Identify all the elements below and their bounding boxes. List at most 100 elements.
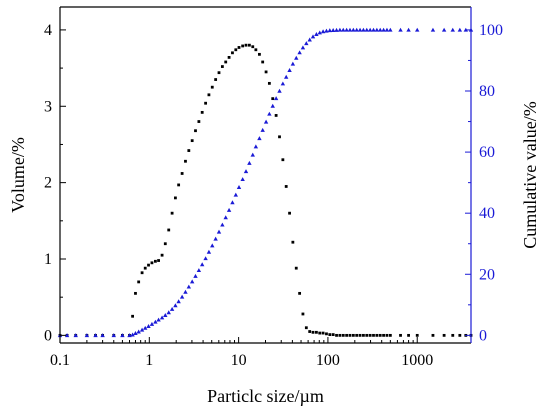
cumulative-point bbox=[450, 27, 455, 32]
volume-point bbox=[301, 312, 305, 316]
cumulative-point bbox=[166, 310, 171, 315]
cumulative-point bbox=[139, 327, 145, 332]
volume-point bbox=[288, 211, 291, 215]
cumulative-point bbox=[127, 333, 132, 338]
volume-point bbox=[298, 291, 302, 295]
volume-point bbox=[180, 172, 184, 175]
volume-point bbox=[274, 114, 278, 117]
volume-point bbox=[328, 333, 332, 336]
volume-point bbox=[170, 211, 174, 215]
cumulative-point bbox=[156, 317, 161, 322]
cumulative-point bbox=[270, 103, 275, 108]
cumulative-point bbox=[133, 331, 138, 335]
cumulative-point bbox=[398, 27, 403, 32]
right-y-tick-label: 20 bbox=[479, 266, 495, 283]
cumulative-point bbox=[186, 284, 192, 289]
cumulative-point bbox=[100, 333, 105, 338]
volume-point bbox=[355, 333, 359, 337]
cumulative-point bbox=[153, 319, 158, 324]
volume-point bbox=[271, 97, 275, 101]
volume-point bbox=[264, 70, 268, 74]
right-y-tick-label: 0 bbox=[479, 327, 487, 344]
left-y-tick-label: 2 bbox=[44, 175, 52, 192]
cumulative-point bbox=[364, 27, 369, 32]
cumulative-point bbox=[317, 30, 322, 35]
cumulative-point bbox=[199, 262, 205, 267]
left-y-tick-label: 4 bbox=[44, 22, 52, 39]
volume-series bbox=[58, 43, 473, 337]
volume-point bbox=[325, 332, 328, 336]
volume-point bbox=[187, 149, 191, 152]
volume-point bbox=[315, 330, 318, 334]
cumulative-point bbox=[247, 160, 252, 165]
cumulative-point bbox=[371, 27, 376, 32]
cumulative-point bbox=[430, 27, 436, 32]
volume-point bbox=[451, 333, 455, 337]
cumulative-point bbox=[163, 313, 168, 317]
cumulative-point bbox=[223, 215, 228, 220]
cumulative-point bbox=[320, 29, 326, 34]
cumulative-point bbox=[146, 324, 151, 328]
cumulative-point bbox=[213, 236, 218, 241]
volume-point bbox=[163, 242, 167, 246]
volume-point bbox=[241, 44, 245, 48]
cumulative-point bbox=[374, 27, 380, 32]
cumulative-point bbox=[149, 321, 155, 326]
cumulative-point bbox=[307, 37, 312, 42]
cumulative-point bbox=[260, 127, 265, 132]
cumulative-point bbox=[287, 68, 292, 72]
cumulative-point bbox=[233, 192, 239, 197]
volume-point bbox=[311, 330, 315, 334]
volume-point bbox=[321, 331, 325, 335]
cumulative-point bbox=[297, 50, 302, 55]
volume-point bbox=[214, 78, 218, 81]
volume-point bbox=[190, 139, 194, 143]
volume-point bbox=[220, 65, 224, 68]
volume-point bbox=[244, 43, 248, 47]
left-y-tick-label: 3 bbox=[44, 98, 52, 115]
volume-point bbox=[251, 45, 255, 49]
volume-point bbox=[134, 291, 137, 295]
volume-point bbox=[351, 333, 355, 337]
cumulative-point bbox=[351, 27, 356, 32]
volume-point bbox=[207, 93, 211, 97]
cumulative-point bbox=[406, 27, 411, 32]
cumulative-point bbox=[277, 88, 282, 93]
volume-point bbox=[294, 266, 298, 270]
x-axis-title: Particlc size/µm bbox=[207, 386, 324, 406]
cumulative-point bbox=[341, 27, 346, 32]
volume-point bbox=[258, 52, 261, 56]
cumulative-point bbox=[196, 268, 202, 273]
cumulative-point bbox=[84, 333, 90, 338]
volume-point bbox=[267, 81, 271, 85]
volume-point bbox=[341, 333, 345, 337]
left-y-tick-label: 1 bbox=[44, 251, 52, 268]
cumulative-point bbox=[441, 27, 447, 32]
cumulative-point bbox=[337, 27, 343, 32]
x-tick-label: 0.1 bbox=[50, 352, 70, 369]
volume-point bbox=[247, 43, 251, 47]
volume-point bbox=[368, 333, 372, 337]
cumulative-point bbox=[73, 333, 78, 338]
cumulative-point bbox=[367, 27, 373, 32]
volume-point bbox=[143, 266, 147, 270]
volume-point bbox=[153, 259, 157, 263]
cumulative-point bbox=[283, 74, 289, 79]
cumulative-point bbox=[273, 96, 279, 101]
volume-point bbox=[431, 333, 435, 337]
volume-point bbox=[174, 196, 177, 200]
volume-point bbox=[200, 110, 204, 114]
cumulative-point bbox=[220, 222, 225, 227]
cumulative-point bbox=[263, 119, 269, 124]
cumulative-point bbox=[381, 27, 386, 32]
volume-point bbox=[335, 333, 338, 337]
volume-point bbox=[348, 333, 352, 337]
volume-point bbox=[237, 46, 241, 49]
left-y-axis-title: Volume/% bbox=[8, 137, 28, 213]
cumulative-point bbox=[344, 27, 349, 32]
volume-point bbox=[204, 101, 208, 105]
volume-point bbox=[372, 333, 375, 337]
x-tick-label: 100 bbox=[316, 352, 340, 369]
